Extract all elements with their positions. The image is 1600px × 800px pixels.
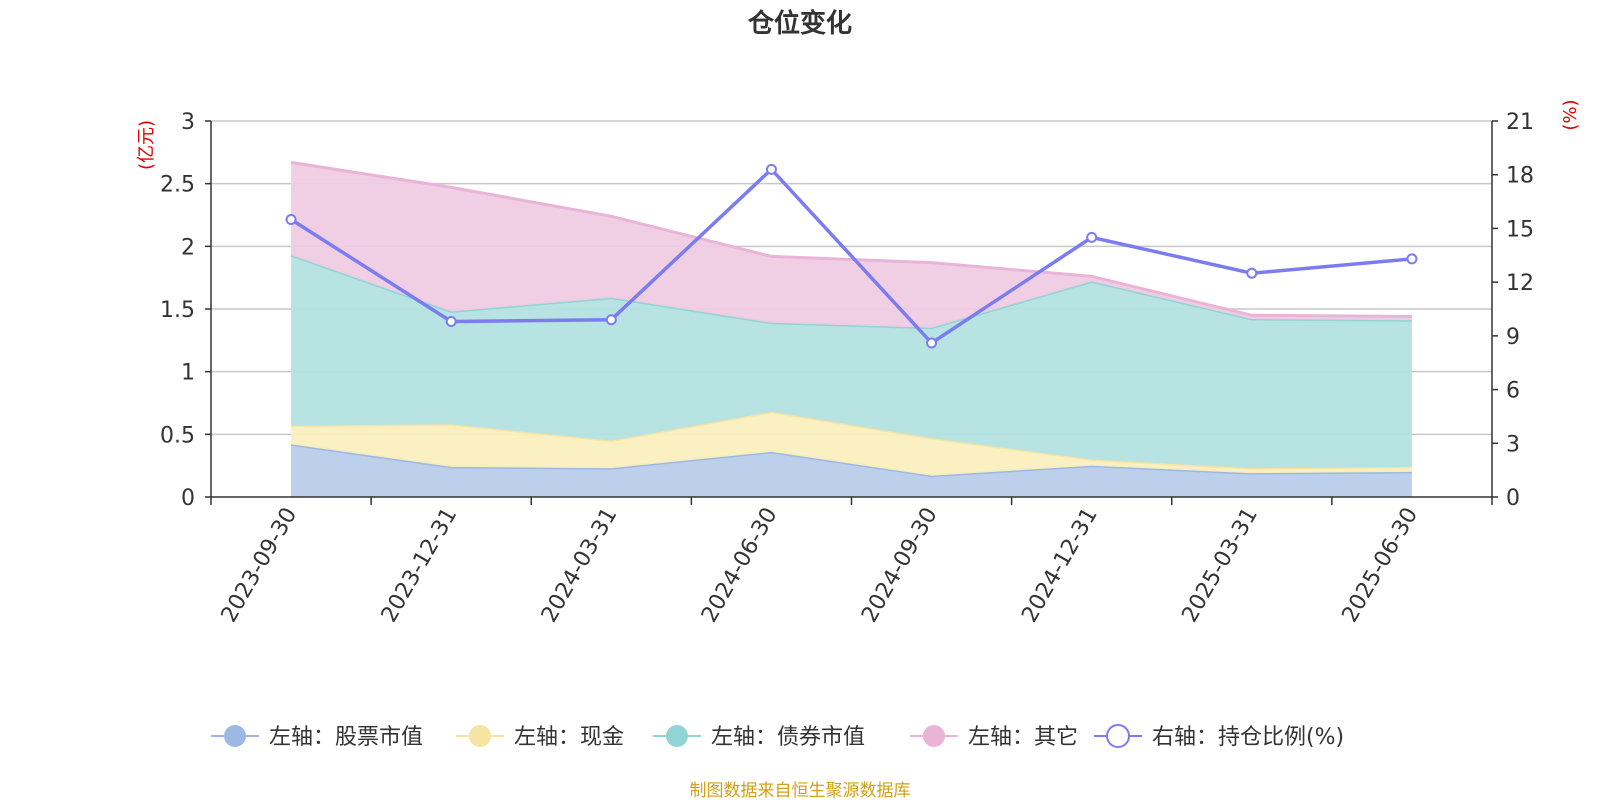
x-axis-tick-label: 2024-06-30 bbox=[697, 504, 783, 627]
legend-label: 左轴：现金 bbox=[514, 725, 624, 750]
holding-ratio-line-path bbox=[290, 166, 1413, 346]
legend-item: 左轴：债券市值 bbox=[653, 725, 865, 750]
holding-ratio-point bbox=[1246, 267, 1258, 279]
legend-label: 左轴：其它 bbox=[968, 725, 1078, 750]
legend-marker bbox=[224, 725, 246, 747]
legend-label: 右轴：持仓比例(%) bbox=[1152, 725, 1344, 750]
right-axis-tick-label: 18 bbox=[1506, 164, 1534, 189]
x-axis-tick-label: 2024-12-31 bbox=[1017, 504, 1103, 627]
left-axis-tick-label: 2.5 bbox=[160, 173, 195, 198]
data-source-note: 制图数据来自恒生聚源数据库 bbox=[690, 781, 911, 800]
holding-ratio-point bbox=[1406, 253, 1418, 265]
area-fill-3 bbox=[291, 162, 1412, 328]
right-axis-tick-label: 6 bbox=[1506, 379, 1520, 404]
area-edge-3 bbox=[290, 160, 1412, 318]
left-axis-unit: (亿元) bbox=[136, 120, 157, 170]
left-axis-tick-label: 1 bbox=[181, 361, 195, 386]
right-axis-tick-label: 15 bbox=[1506, 217, 1534, 242]
area-fill-2 bbox=[291, 255, 1412, 469]
chart-title: 仓位变化 bbox=[747, 8, 852, 39]
left-axis-tick-label: 2 bbox=[181, 235, 195, 260]
right-axis-tick-label: 12 bbox=[1506, 271, 1534, 296]
holding-ratio-line bbox=[285, 163, 1418, 349]
legend-marker bbox=[469, 725, 491, 747]
legend-marker bbox=[923, 725, 945, 747]
right-axis-tick-label: 9 bbox=[1506, 325, 1520, 350]
legend-item: 左轴：股票市值 bbox=[211, 725, 423, 750]
legend-marker bbox=[1106, 724, 1130, 748]
x-axis-tick-label: 2025-06-30 bbox=[1338, 504, 1424, 627]
legend-item: 右轴：持仓比例(%) bbox=[1094, 724, 1344, 750]
left-axis-tick-label: 3 bbox=[181, 110, 195, 135]
legend-item: 左轴：其它 bbox=[910, 725, 1078, 750]
legend-label: 左轴：债券市值 bbox=[711, 725, 865, 750]
left-axis-tick-label: 0 bbox=[181, 486, 195, 511]
holding-ratio-point bbox=[605, 314, 617, 326]
x-axis-tick-label: 2023-09-30 bbox=[217, 504, 303, 627]
holding-ratio-point bbox=[445, 316, 457, 328]
right-axis-tick-label: 3 bbox=[1506, 432, 1520, 457]
x-axis-tick-label: 2024-03-31 bbox=[537, 504, 623, 627]
holding-ratio-point bbox=[285, 213, 297, 225]
legend-item: 左轴：现金 bbox=[456, 725, 624, 750]
x-axis-tick-label: 2025-03-31 bbox=[1177, 504, 1263, 627]
right-axis-tick-label: 21 bbox=[1506, 110, 1534, 135]
left-axis-tick-label: 0.5 bbox=[160, 423, 195, 448]
holding-ratio-point bbox=[926, 337, 938, 349]
legend: 左轴：股票市值 左轴：现金 左轴：债券市值 左轴：其它 右轴：持仓比例(%) bbox=[211, 724, 1344, 750]
stacked-areas bbox=[290, 160, 1412, 497]
left-axis-tick-label: 1.5 bbox=[160, 298, 195, 323]
area-fill-1 bbox=[291, 411, 1412, 476]
legend-label: 左轴：股票市值 bbox=[269, 725, 423, 750]
legend-marker bbox=[666, 725, 688, 747]
holding-ratio-point bbox=[1086, 231, 1098, 243]
holding-ratio-point bbox=[765, 163, 777, 175]
x-axis-tick-label: 2024-09-30 bbox=[857, 504, 943, 627]
right-axis-unit: (%) bbox=[1560, 99, 1581, 130]
area-fill-0 bbox=[291, 444, 1412, 497]
x-axis-tick-label: 2023-12-31 bbox=[377, 504, 463, 627]
right-axis-tick-label: 0 bbox=[1506, 486, 1520, 511]
